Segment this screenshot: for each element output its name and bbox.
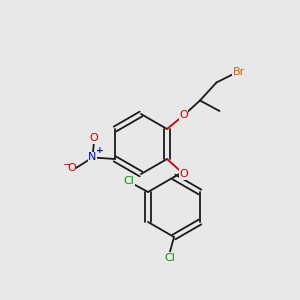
Text: O: O xyxy=(67,163,76,173)
Text: Cl: Cl xyxy=(164,253,175,263)
Text: +: + xyxy=(96,146,104,155)
Text: O: O xyxy=(90,133,98,143)
Text: N: N xyxy=(88,152,97,163)
Text: Cl: Cl xyxy=(123,176,134,187)
Text: O: O xyxy=(179,169,188,179)
Text: −: − xyxy=(63,160,71,170)
Text: O: O xyxy=(179,110,188,121)
Text: Br: Br xyxy=(233,67,245,77)
